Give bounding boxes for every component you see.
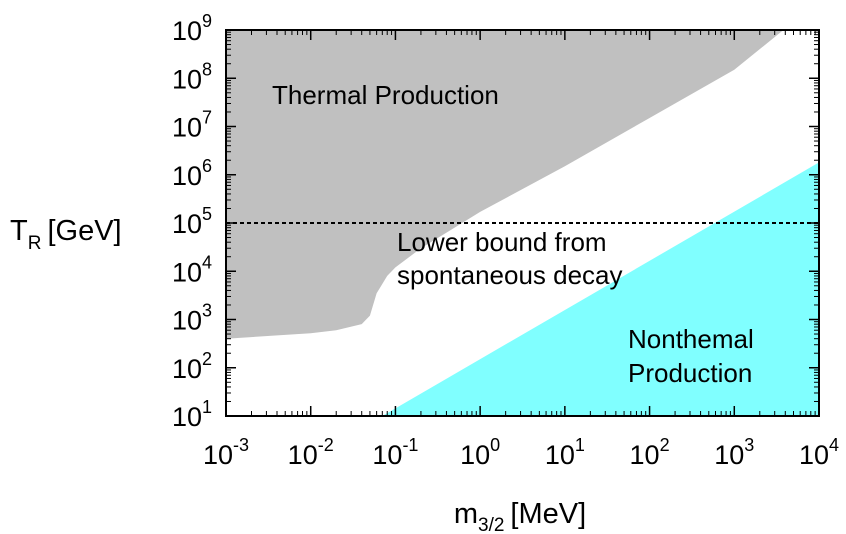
x-axis-label: m3/2 [MeV] xyxy=(454,498,586,534)
y-tick-exponent: 6 xyxy=(202,156,212,176)
y-tick-label: 101 xyxy=(172,397,212,432)
x-tick-base: 10 xyxy=(799,440,829,470)
annotation-thermal: Thermal Production xyxy=(272,80,499,110)
y-tick-exponent: 4 xyxy=(202,252,212,272)
y-tick-exponent: 7 xyxy=(202,108,212,128)
tick-labels: 10-3 10-2 10-1 100 101 102 103 1041011021031041… xyxy=(172,11,839,470)
y-tick-base: 10 xyxy=(172,306,202,336)
y-tick-label: 103 xyxy=(172,301,212,336)
y-tick-exponent: 3 xyxy=(202,301,212,321)
y-tick-base: 10 xyxy=(172,113,202,143)
y-tick-label: 108 xyxy=(172,59,212,94)
annotation-nonthermal-line1: Nonthemal xyxy=(628,324,754,354)
x-tick-label: 10-1 xyxy=(372,435,418,470)
x-tick-label: 10-3 xyxy=(203,435,249,470)
y-axis-label: TR [GeV] xyxy=(10,215,122,254)
y-tick-exponent: 8 xyxy=(202,59,212,79)
x-tick-label: 104 xyxy=(799,435,839,470)
region-thermal-production xyxy=(226,30,784,339)
x-tick-exponent: -2 xyxy=(318,435,334,455)
y-tick-exponent: 2 xyxy=(202,349,212,369)
x-tick-base: 10 xyxy=(545,440,575,470)
x-tick-exponent: 0 xyxy=(490,435,500,455)
y-tick-exponent: 1 xyxy=(202,397,212,417)
y-tick-label: 109 xyxy=(172,11,212,46)
y-tick-label: 105 xyxy=(172,204,212,239)
y-tick-base: 10 xyxy=(172,209,202,239)
x-tick-base: 10 xyxy=(714,440,744,470)
x-tick-base: 10 xyxy=(288,440,318,470)
y-tick-base: 10 xyxy=(172,354,202,384)
x-tick-exponent: -3 xyxy=(233,435,249,455)
x-tick-exponent: 4 xyxy=(829,435,839,455)
x-tick-exponent: 2 xyxy=(660,435,670,455)
chart-regions xyxy=(226,30,819,416)
x-tick-label: 100 xyxy=(460,435,500,470)
y-tick-base: 10 xyxy=(172,161,202,191)
region-nonthermal-production xyxy=(382,162,819,416)
y-tick-base: 10 xyxy=(172,16,202,46)
y-tick-exponent: 5 xyxy=(202,204,212,224)
x-tick-label: 10-2 xyxy=(288,435,334,470)
y-tick-label: 107 xyxy=(172,108,212,143)
x-tick-exponent: 3 xyxy=(744,435,754,455)
y-tick-base: 10 xyxy=(172,257,202,287)
y-tick-base: 10 xyxy=(172,64,202,94)
annotation-nonthermal-line2: Production xyxy=(628,358,752,388)
x-tick-base: 10 xyxy=(630,440,660,470)
annotation-lower-bound-line1: Lower bound from xyxy=(397,227,607,257)
y-tick-label: 106 xyxy=(172,156,212,191)
y-tick-base: 10 xyxy=(172,402,202,432)
axis-ticks xyxy=(225,29,820,417)
x-tick-base: 10 xyxy=(203,440,233,470)
annotation-lower-bound-line2: spontaneous decay xyxy=(397,260,623,290)
x-tick-base: 10 xyxy=(372,440,402,470)
y-tick-label: 104 xyxy=(172,252,212,287)
x-tick-label: 102 xyxy=(630,435,670,470)
x-tick-exponent: -1 xyxy=(402,435,418,455)
x-tick-label: 103 xyxy=(714,435,754,470)
x-tick-base: 10 xyxy=(460,440,490,470)
y-tick-exponent: 9 xyxy=(202,11,212,31)
x-tick-label: 101 xyxy=(545,435,585,470)
y-tick-label: 102 xyxy=(172,349,212,384)
x-tick-exponent: 1 xyxy=(575,435,585,455)
